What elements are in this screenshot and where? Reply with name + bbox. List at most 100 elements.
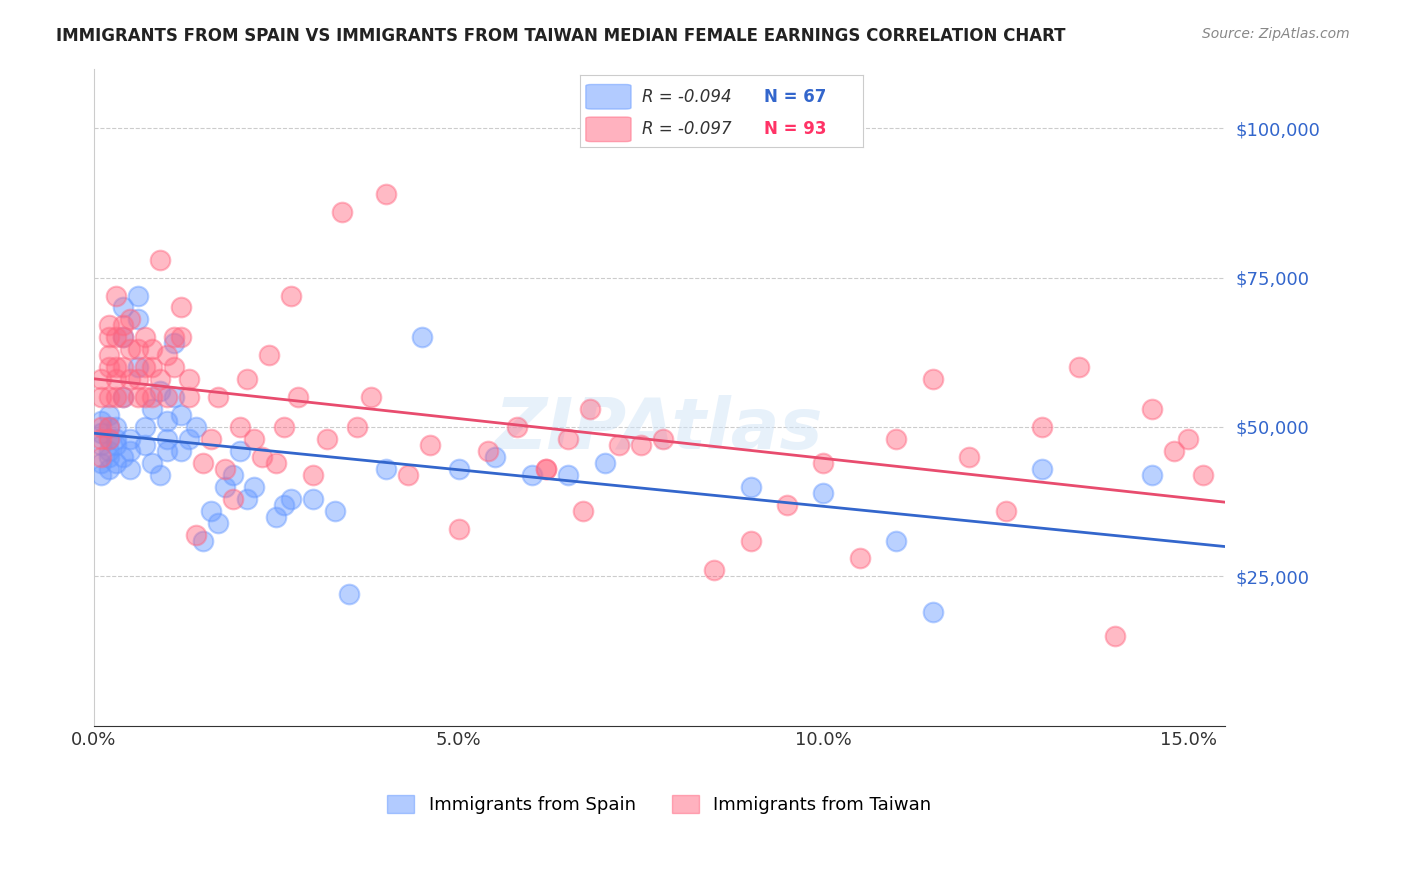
Point bbox=[557, 467, 579, 482]
Point bbox=[156, 414, 179, 428]
Point bbox=[257, 348, 280, 362]
Point bbox=[484, 450, 506, 464]
Point bbox=[112, 330, 135, 344]
Point bbox=[141, 402, 163, 417]
Point bbox=[243, 480, 266, 494]
Point bbox=[134, 330, 156, 344]
Point bbox=[97, 443, 120, 458]
Point bbox=[1163, 443, 1185, 458]
Point bbox=[141, 343, 163, 357]
Point bbox=[112, 450, 135, 464]
Point bbox=[236, 491, 259, 506]
Point bbox=[97, 330, 120, 344]
Point bbox=[97, 408, 120, 422]
Point bbox=[170, 330, 193, 344]
Point bbox=[316, 432, 339, 446]
Point bbox=[418, 438, 440, 452]
Point bbox=[163, 336, 186, 351]
Point bbox=[112, 330, 135, 344]
Point bbox=[134, 360, 156, 375]
Point bbox=[104, 432, 127, 446]
Point bbox=[134, 420, 156, 434]
Point bbox=[112, 390, 135, 404]
Point bbox=[411, 330, 433, 344]
Point bbox=[520, 467, 543, 482]
Point bbox=[120, 462, 142, 476]
Point bbox=[447, 462, 470, 476]
Point bbox=[127, 343, 149, 357]
Point bbox=[120, 343, 142, 357]
Point bbox=[207, 516, 229, 530]
Point bbox=[97, 420, 120, 434]
Point bbox=[301, 491, 323, 506]
Point bbox=[652, 432, 675, 446]
Point bbox=[236, 372, 259, 386]
Point bbox=[200, 503, 222, 517]
Point bbox=[97, 432, 120, 446]
Point bbox=[280, 491, 302, 506]
Point bbox=[127, 288, 149, 302]
Point bbox=[112, 318, 135, 333]
Point bbox=[141, 390, 163, 404]
Point bbox=[1067, 360, 1090, 375]
Point bbox=[214, 480, 236, 494]
Point bbox=[97, 360, 120, 375]
Point bbox=[120, 443, 142, 458]
Point bbox=[104, 456, 127, 470]
Point bbox=[104, 288, 127, 302]
Point bbox=[740, 533, 762, 548]
Point bbox=[90, 372, 112, 386]
Point bbox=[776, 498, 799, 512]
Point bbox=[97, 318, 120, 333]
Point bbox=[1191, 467, 1213, 482]
Point bbox=[557, 432, 579, 446]
Point bbox=[396, 467, 419, 482]
Point bbox=[170, 301, 193, 315]
Point bbox=[346, 420, 368, 434]
Point bbox=[163, 360, 186, 375]
Point bbox=[90, 414, 112, 428]
Point bbox=[112, 360, 135, 375]
Point bbox=[120, 432, 142, 446]
Point bbox=[97, 450, 120, 464]
Point bbox=[1177, 432, 1199, 446]
Point bbox=[104, 438, 127, 452]
Point bbox=[170, 408, 193, 422]
Legend: Immigrants from Spain, Immigrants from Taiwan: Immigrants from Spain, Immigrants from T… bbox=[380, 788, 939, 822]
Point bbox=[579, 402, 602, 417]
Point bbox=[104, 390, 127, 404]
Point bbox=[156, 432, 179, 446]
Point bbox=[243, 432, 266, 446]
Point bbox=[90, 390, 112, 404]
Point bbox=[1031, 462, 1053, 476]
Point bbox=[447, 522, 470, 536]
Point bbox=[273, 420, 295, 434]
Text: ZIPAtlas: ZIPAtlas bbox=[495, 395, 824, 465]
Point bbox=[163, 390, 186, 404]
Point bbox=[813, 485, 835, 500]
Point bbox=[120, 372, 142, 386]
Point bbox=[330, 205, 353, 219]
Point bbox=[97, 432, 120, 446]
Point bbox=[273, 498, 295, 512]
Point bbox=[90, 438, 112, 452]
Point bbox=[127, 360, 149, 375]
Point bbox=[221, 467, 243, 482]
Point bbox=[177, 432, 200, 446]
Point bbox=[1031, 420, 1053, 434]
Point bbox=[90, 467, 112, 482]
Point bbox=[1104, 629, 1126, 643]
Point bbox=[112, 301, 135, 315]
Point bbox=[112, 390, 135, 404]
Point bbox=[536, 462, 558, 476]
Point bbox=[813, 456, 835, 470]
Point bbox=[134, 438, 156, 452]
Point bbox=[97, 390, 120, 404]
Point bbox=[630, 438, 652, 452]
Point bbox=[163, 330, 186, 344]
Point bbox=[593, 456, 616, 470]
Point bbox=[177, 390, 200, 404]
Point bbox=[207, 390, 229, 404]
Point bbox=[922, 372, 945, 386]
Point bbox=[184, 527, 207, 541]
